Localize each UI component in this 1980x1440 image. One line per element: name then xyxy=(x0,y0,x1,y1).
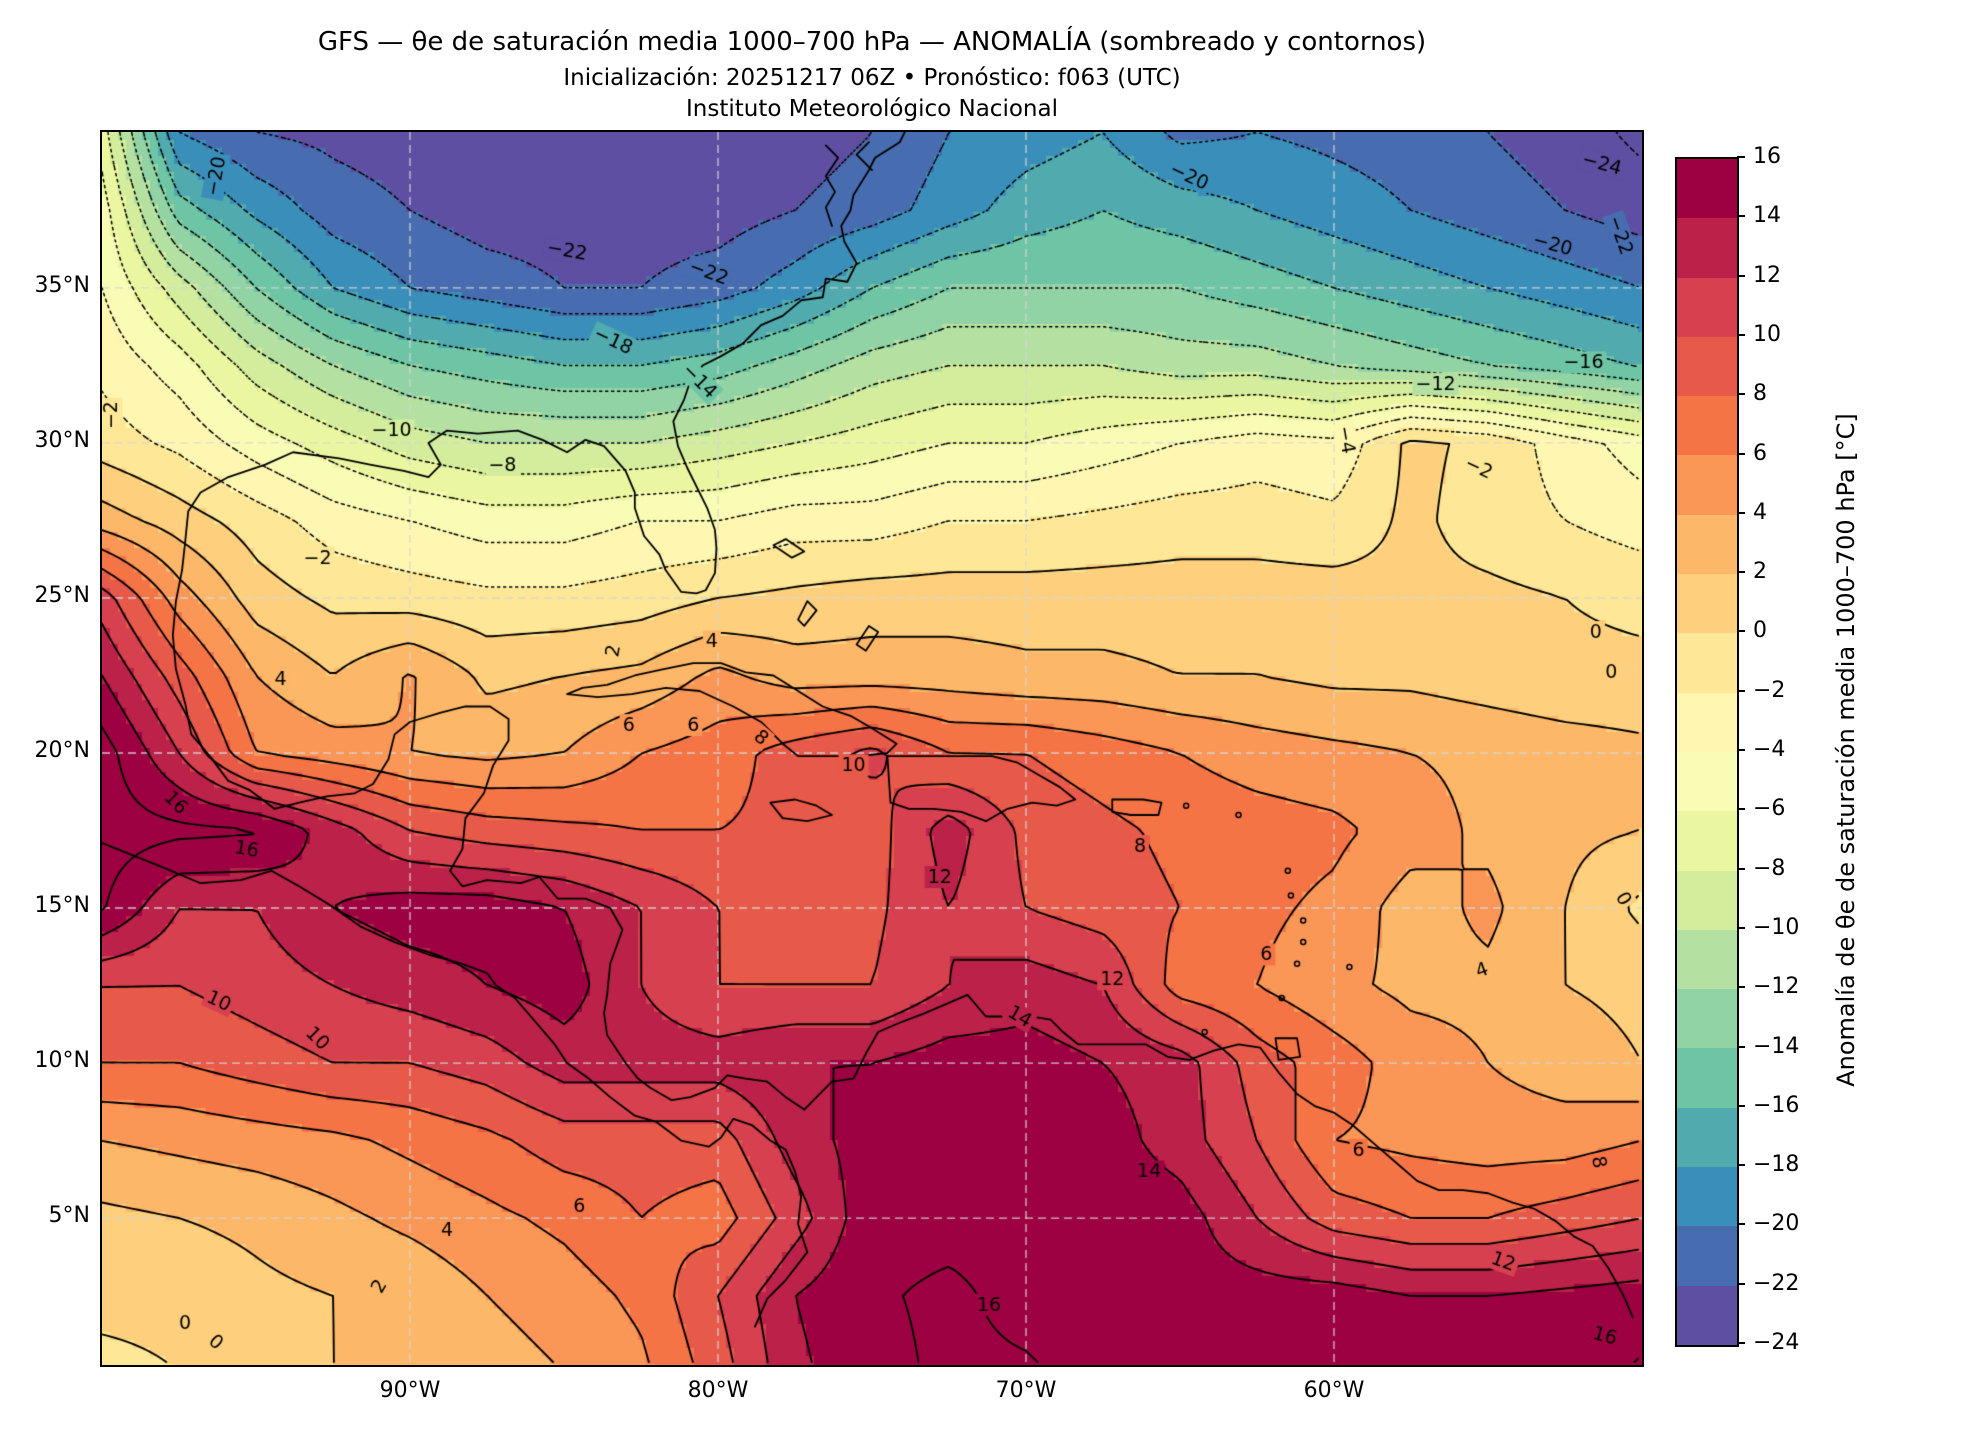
colorbar-segment xyxy=(1677,870,1737,930)
colorbar-tick-label: 4 xyxy=(1753,499,1767,525)
colorbar-tick-mark xyxy=(1737,867,1745,870)
colorbar-tick-label: 6 xyxy=(1753,440,1767,466)
colorbar-segment xyxy=(1677,929,1737,990)
colorbar-tick-mark xyxy=(1737,926,1745,929)
colorbar-tick-mark xyxy=(1737,986,1745,989)
lat-tick-label: 25°N xyxy=(34,582,90,608)
institution-line: Instituto Meteorológico Nacional xyxy=(686,96,1058,123)
colorbar-tick-label: −14 xyxy=(1753,1033,1800,1059)
colorbar-segment xyxy=(1677,1285,1737,1345)
colorbar-tick-mark xyxy=(1737,1045,1745,1048)
colorbar-tick-mark xyxy=(1737,571,1745,574)
lat-tick-label: 20°N xyxy=(34,737,90,763)
colorbar-tick-mark xyxy=(1737,393,1745,396)
colorbar-segment xyxy=(1677,633,1737,693)
colorbar-tick-mark xyxy=(1737,808,1745,811)
colorbar-tick-mark xyxy=(1737,1223,1745,1226)
colorbar-tick-label: −2 xyxy=(1753,677,1786,703)
colorbar xyxy=(1675,157,1739,1347)
colorbar-tick-mark xyxy=(1737,1104,1745,1107)
colorbar-tick-mark xyxy=(1737,274,1745,277)
colorbar-tick-label: 12 xyxy=(1753,262,1781,288)
lon-tick-label: 60°W xyxy=(1303,1378,1365,1403)
title-block: GFS — θe de saturación media 1000–700 hP… xyxy=(102,0,1642,124)
colorbar-tick-label: 8 xyxy=(1753,381,1767,407)
colorbar-tick-label: 16 xyxy=(1753,144,1781,169)
colorbar-tick-mark xyxy=(1737,1164,1745,1167)
colorbar-segment xyxy=(1677,455,1737,515)
colorbar-label: Anomalía de θe de saturación media 1000–… xyxy=(1832,413,1860,1087)
colorbar-segment xyxy=(1677,1048,1737,1108)
lon-tick-label: 90°W xyxy=(379,1378,441,1403)
colorbar-tick-mark xyxy=(1737,156,1745,158)
colorbar-tick-label: −4 xyxy=(1753,737,1786,762)
lon-tick-label: 80°W xyxy=(687,1378,749,1403)
colorbar-segment xyxy=(1677,277,1737,337)
colorbar-tick-label: −16 xyxy=(1753,1092,1800,1118)
lat-tick-label: 10°N xyxy=(34,1048,90,1074)
colorbar-tick-mark xyxy=(1737,333,1745,336)
colorbar-segment xyxy=(1677,811,1737,871)
colorbar-tick-label: −8 xyxy=(1753,855,1786,881)
colorbar-tick-label: −22 xyxy=(1753,1270,1800,1296)
colorbar-tick-mark xyxy=(1737,511,1745,514)
colorbar-segment xyxy=(1677,989,1737,1049)
colorbar-tick-mark xyxy=(1737,630,1745,633)
colorbar-tick-mark xyxy=(1737,689,1745,692)
colorbar-tick-mark xyxy=(1737,215,1745,218)
colorbar-segment xyxy=(1677,396,1737,456)
colorbar-tick-label: −10 xyxy=(1753,914,1800,940)
colorbar-tick-mark xyxy=(1737,452,1745,455)
colorbar-tick-label: −6 xyxy=(1753,796,1786,822)
colorbar-tick-label: −24 xyxy=(1753,1330,1800,1355)
colorbar-tick-label: 10 xyxy=(1753,321,1781,347)
lat-tick-label: 15°N xyxy=(34,893,90,918)
colorbar-segment xyxy=(1677,218,1737,278)
colorbar-tick-mark xyxy=(1737,1282,1745,1285)
colorbar-tick-mark xyxy=(1737,749,1745,751)
colorbar-segment xyxy=(1677,336,1737,397)
colorbar-segment xyxy=(1677,514,1737,575)
lat-tick-label: 30°N xyxy=(34,427,90,453)
subtitle-init-forecast: Inicialización: 20251217 06Z • Pronóstic… xyxy=(563,64,1181,91)
colorbar-segment xyxy=(1677,751,1737,812)
lat-tick-label: 5°N xyxy=(48,1203,90,1229)
colorbar-segment xyxy=(1677,1167,1737,1227)
lat-tick-label: 35°N xyxy=(34,272,90,298)
colorbar-tick-mark xyxy=(1737,1342,1745,1344)
page-title: GFS — θe de saturación media 1000–700 hP… xyxy=(317,27,1427,57)
colorbar-tick-label: 0 xyxy=(1753,618,1767,644)
colorbar-segment xyxy=(1677,692,1737,752)
colorbar-segment xyxy=(1677,1226,1737,1286)
colorbar-tick-label: −12 xyxy=(1753,974,1800,1000)
colorbar-tick-label: 2 xyxy=(1753,559,1767,585)
colorbar-tick-label: 14 xyxy=(1753,203,1781,229)
colorbar-tick-label: −18 xyxy=(1753,1152,1800,1178)
lon-tick-label: 70°W xyxy=(995,1378,1057,1403)
colorbar-segment xyxy=(1677,159,1737,219)
colorbar-segment xyxy=(1677,1107,1737,1168)
map-canvas xyxy=(100,130,1644,1367)
colorbar-tick-label: −20 xyxy=(1753,1211,1800,1237)
colorbar-segment xyxy=(1677,574,1737,634)
